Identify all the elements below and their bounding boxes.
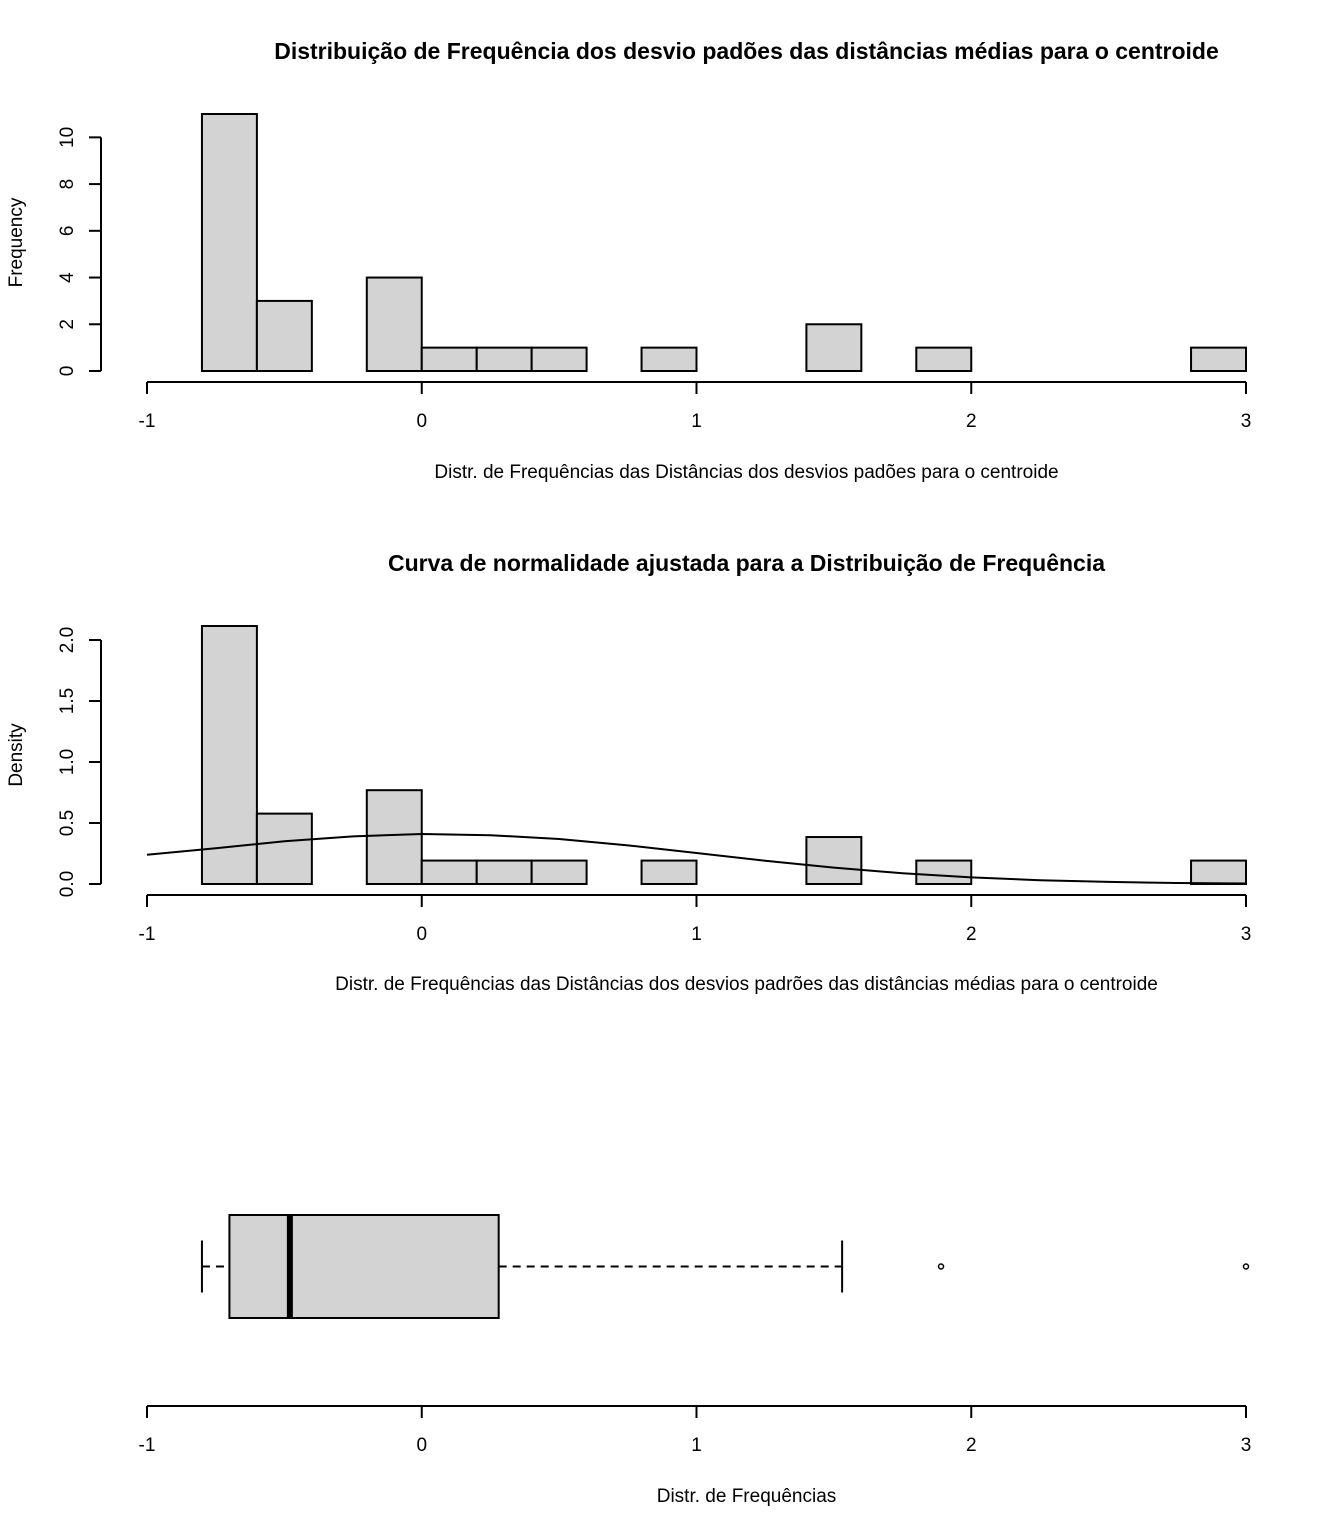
- histogram-bar: [475, 859, 533, 886]
- x-axis-label: Distr. de Frequências das Distâncias dos…: [434, 462, 1058, 483]
- y-tick-label: 0.5: [57, 810, 78, 836]
- x-tick-label: 0: [416, 1435, 427, 1456]
- x-tick-label: -1: [139, 924, 156, 945]
- density-curve: [146, 832, 1247, 885]
- x-tick-label: 3: [1241, 924, 1252, 945]
- box: [228, 1214, 500, 1319]
- histogram-bar: [640, 859, 698, 886]
- histogram-bar: [420, 346, 478, 372]
- x-tick-label: 2: [966, 1435, 977, 1456]
- chart-title: Curva de normalidade ajustada para a Dis…: [388, 550, 1105, 576]
- histogram-bar: [915, 346, 973, 372]
- histogram-bar: [1190, 346, 1248, 372]
- histogram-bar: [1190, 859, 1248, 886]
- y-axis-label: Frequency: [6, 197, 27, 287]
- x-tick-label: -1: [139, 1435, 156, 1456]
- x-tick-label: 1: [691, 1435, 702, 1456]
- y-tick-label: 4: [57, 272, 78, 283]
- x-tick-label: 3: [1241, 411, 1252, 432]
- histogram-bar: [640, 346, 698, 372]
- x-tick-label: 2: [966, 411, 977, 432]
- histogram-bar: [365, 789, 423, 886]
- y-axis-label: Density: [6, 723, 27, 787]
- y-tick-label: 0: [57, 366, 78, 377]
- x-tick-label: 0: [416, 411, 427, 432]
- histogram-bar: [200, 113, 258, 372]
- y-tick-label: 2.0: [57, 627, 78, 653]
- histogram-bar: [530, 346, 588, 372]
- y-tick-label: 0.0: [57, 871, 78, 897]
- histogram-bar: [475, 346, 533, 372]
- histogram-bar: [255, 812, 313, 886]
- x-axis-label: Distr. de Frequências das Distâncias dos…: [335, 974, 1158, 995]
- y-tick-label: 1.5: [57, 688, 78, 714]
- y-tick-label: 2: [57, 319, 78, 330]
- x-tick-label: 1: [691, 411, 702, 432]
- histogram-bar: [200, 625, 258, 885]
- x-tick-label: -1: [139, 411, 156, 432]
- y-tick-label: 10: [57, 127, 78, 148]
- x-axis-label: Distr. de Frequências: [657, 1486, 837, 1507]
- x-tick-label: 3: [1241, 1435, 1252, 1456]
- histogram-bar: [420, 859, 478, 886]
- y-tick-label: 6: [57, 226, 78, 237]
- histogram-bar: [365, 276, 423, 372]
- y-tick-label: 8: [57, 179, 78, 190]
- y-tick-label: 1.0: [57, 749, 78, 775]
- histogram-bar: [805, 836, 863, 885]
- x-tick-label: 1: [691, 924, 702, 945]
- x-tick-label: 2: [966, 924, 977, 945]
- histogram-bar: [915, 859, 973, 886]
- x-tick-label: 0: [416, 924, 427, 945]
- histogram-bar: [530, 859, 588, 886]
- outlier: [937, 1263, 945, 1270]
- histogram-bar: [255, 299, 313, 372]
- outlier: [1242, 1263, 1250, 1270]
- chart-title: Distribuição de Frequência dos desvio pa…: [274, 38, 1219, 64]
- histogram-bar: [805, 323, 863, 373]
